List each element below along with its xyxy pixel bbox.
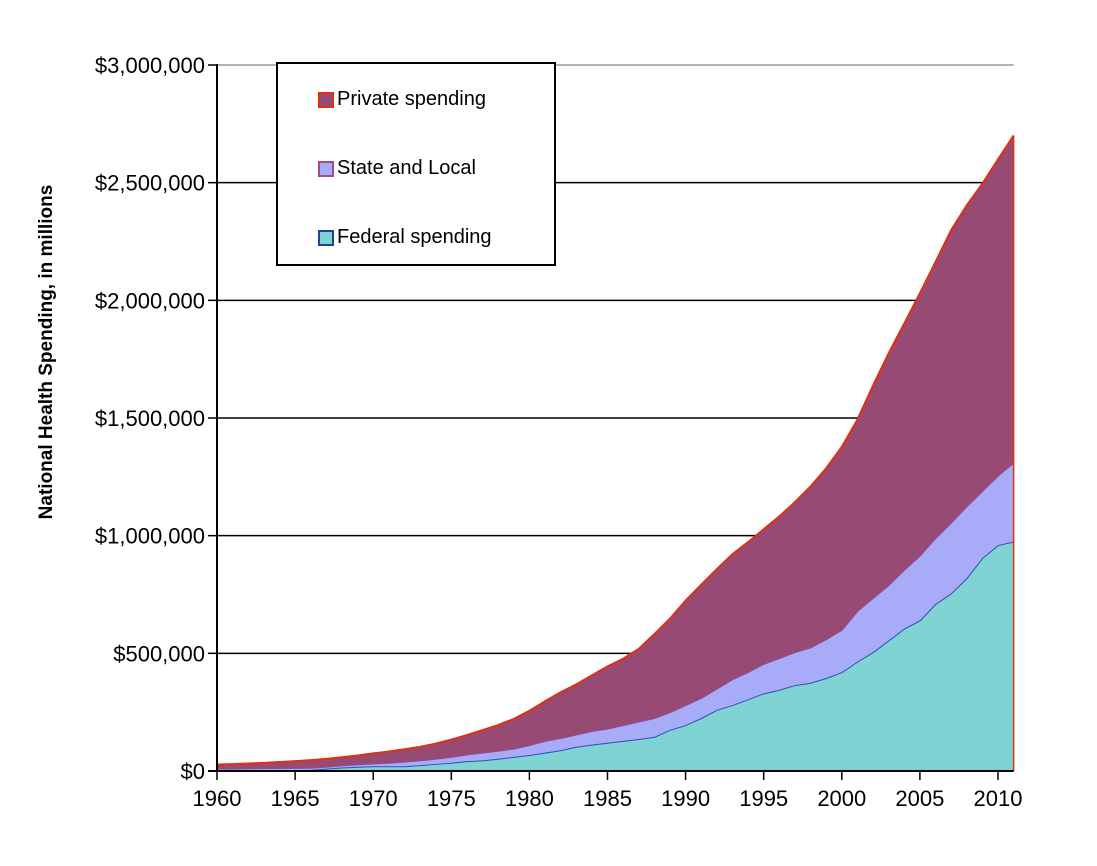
y-tick-label: $3,000,000 — [95, 53, 205, 78]
y-tick-label: $0 — [181, 759, 205, 784]
legend-swatch-state-local — [318, 160, 334, 177]
legend: Private spending State and Local Federal… — [276, 62, 556, 266]
x-tick-label: 1985 — [583, 786, 632, 811]
x-tick-label: 1975 — [427, 786, 476, 811]
line-private-spending — [216, 134, 1015, 766]
y-tick-label: $1,000,000 — [95, 524, 205, 549]
x-tick-label: 2005 — [895, 786, 944, 811]
legend-label-state-local: State and Local — [337, 157, 476, 179]
y-tick-label: $2,000,000 — [95, 288, 205, 313]
area-state-and-local — [217, 462, 1014, 771]
x-tick-label: 1960 — [193, 786, 242, 811]
area-federal-spending — [217, 541, 1014, 771]
y-axis-label: National Health Spending, in millions — [36, 184, 57, 520]
legend-swatch-federal — [318, 229, 334, 246]
y-tick-label: $500,000 — [113, 641, 205, 666]
legend-label-federal: Federal spending — [337, 226, 492, 248]
legend-label-private: Private spending — [337, 88, 486, 110]
x-tick-label: 1965 — [271, 786, 320, 811]
legend-item-state-local: State and Local — [318, 157, 476, 180]
area-private-spending — [217, 135, 1014, 769]
x-tick-label: 1995 — [739, 786, 788, 811]
y-tick-label: $2,500,000 — [95, 171, 205, 196]
x-tick-label: 1980 — [505, 786, 554, 811]
axes: $0 $500,000 $1,000,000 $1,500,000 $2,000,000… — [95, 53, 1023, 811]
legend-item-private: Private spending — [318, 88, 486, 111]
x-tick-label: 2000 — [817, 786, 866, 811]
legend-swatch-private — [318, 91, 334, 108]
x-tick-label: 1970 — [349, 786, 398, 811]
x-tick-label: 1990 — [661, 786, 710, 811]
legend-item-federal: Federal spending — [318, 226, 492, 249]
y-tick-label: $1,500,000 — [95, 406, 205, 431]
area-layers — [216, 134, 1015, 772]
x-tick-label: 2010 — [974, 786, 1023, 811]
